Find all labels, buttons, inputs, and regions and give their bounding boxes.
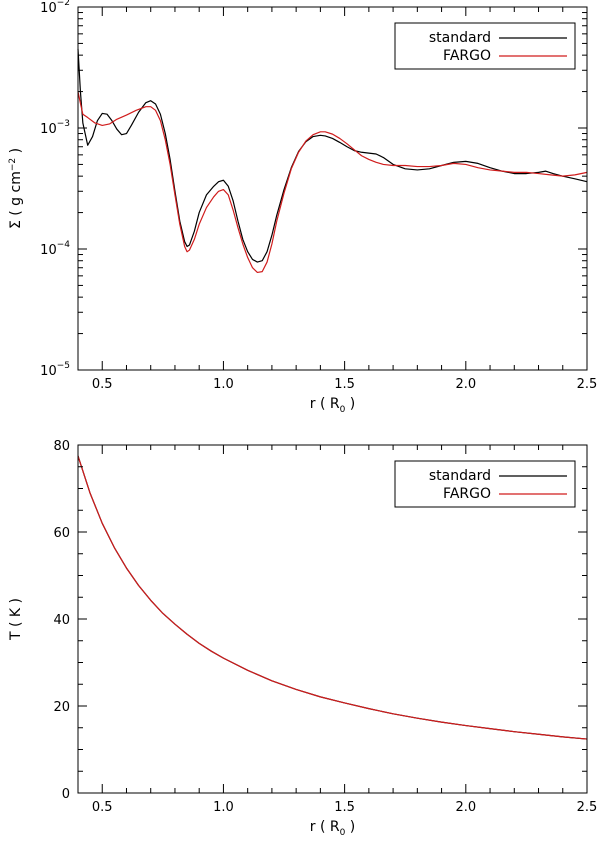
surface-density-tick-labels: 0.5 1.0 1.5 2.0 2.5 10−5 10−4 10−3 10−2	[40, 0, 597, 392]
surface-density-series	[77, 48, 588, 274]
surface-density-x-tick-label: 0.5	[92, 377, 113, 392]
temperature-x-tick-label: 2.0	[455, 800, 476, 815]
surface-density-x-axis-label: r ( R0 )	[310, 396, 356, 415]
temperature-tick-labels: 0.5 1.0 1.5 2.0 2.5 0 20 40 60 80	[53, 439, 597, 815]
temperature-legend-box	[394, 460, 576, 508]
surface-density-y-tick-label: 10−5	[40, 361, 70, 379]
surface-density-legend: standard FARGO	[394, 22, 576, 70]
surface-density-x-tick-label: 1.5	[334, 377, 355, 392]
surface-density-legend-box	[394, 22, 576, 70]
surface-density-series-standard	[77, 48, 588, 263]
temperature-x-tick-label: 2.5	[577, 800, 598, 815]
temperature-series-fargo	[77, 455, 588, 740]
surface-density-panel: 0.5 1.0 1.5 2.0 2.5 10−5 10−4 10−3 10−2 r ( R0 )…	[8, 0, 597, 415]
temperature-y-tick-label: 20	[53, 700, 70, 715]
temperature-series	[77, 455, 588, 740]
surface-density-legend-label-standard: standard	[429, 30, 491, 46]
temperature-legend-label-fargo: FARGO	[443, 486, 491, 502]
temperature-x-tick-label: 1.5	[334, 800, 355, 815]
surface-density-series-fargo	[77, 91, 588, 274]
surface-density-y-tick-label: 10−3	[40, 119, 70, 137]
temperature-y-axis-label: T ( K )	[8, 598, 24, 641]
surface-density-ticks	[77, 6, 588, 371]
temperature-x-tick-label: 1.0	[213, 800, 234, 815]
temperature-y-tick-label: 80	[53, 439, 70, 454]
temperature-x-tick-label: 0.5	[92, 800, 113, 815]
temperature-legend-label-standard: standard	[429, 468, 491, 484]
surface-density-x-tick-label: 2.0	[455, 377, 476, 392]
surface-density-x-tick-label: 2.5	[577, 377, 598, 392]
surface-density-y-tick-label: 10−4	[40, 240, 70, 258]
surface-density-x-tick-label: 1.0	[213, 377, 234, 392]
temperature-ticks	[77, 444, 588, 794]
temperature-y-tick-label: 0	[62, 787, 70, 802]
temperature-y-tick-label: 40	[53, 613, 70, 628]
surface-density-plot-frame	[77, 6, 588, 371]
surface-density-y-tick-label: 10−2	[40, 0, 70, 16]
surface-density-legend-label-fargo: FARGO	[443, 48, 491, 64]
temperature-panel: 0.5 1.0 1.5 2.0 2.5 0 20 40 60 80 r ( R0 ) T ( K …	[8, 439, 597, 838]
surface-density-y-axis-label: Σ ( g cm−2 )	[8, 148, 24, 229]
temperature-x-axis-label: r ( R0 )	[310, 819, 356, 838]
temperature-legend: standard FARGO	[394, 460, 576, 508]
temperature-y-tick-label: 60	[53, 526, 70, 541]
